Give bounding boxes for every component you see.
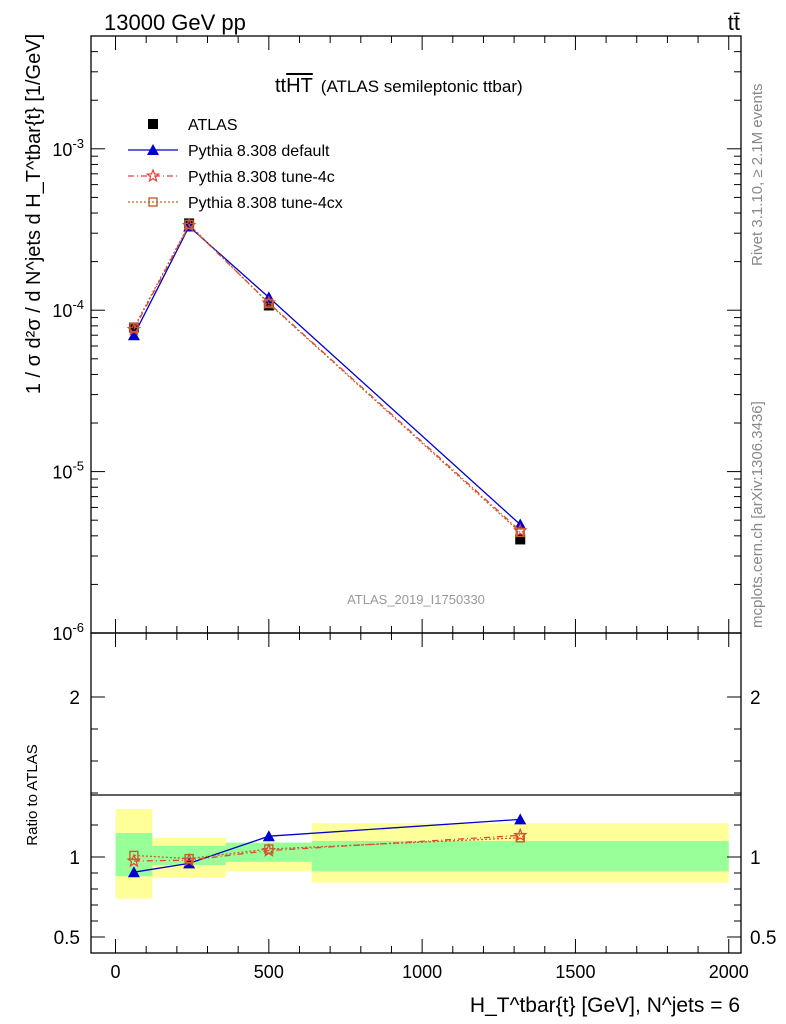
ratio-series-line-0 xyxy=(133,818,521,873)
main-ytick-label-2: 10-4 xyxy=(52,297,84,321)
main-y-axis-label: 1 / σ d²σ / d N^jets d H_T^tbar{t} [1/Ge… xyxy=(23,34,45,394)
ratio-xtick-label-0: 0 xyxy=(111,962,121,982)
main-title-suffix: (ATLAS semileptonic ttbar) xyxy=(321,77,523,96)
ratio-y-axis-label: Ratio to ATLAS xyxy=(24,744,41,845)
rivet-version-label: Rivet 3.1.10, ≥ 2.1M events xyxy=(749,84,766,267)
analysis-watermark: ATLAS_2019_I1750330 xyxy=(347,592,485,607)
ratio-ytick-label-right-0: 0.5 xyxy=(750,928,776,949)
main-point-3-3 xyxy=(515,527,525,538)
ratio-series-2 xyxy=(129,833,525,864)
main-series-line-1 xyxy=(133,225,521,525)
ratio-point-2-3 xyxy=(515,833,525,843)
ratio-ytick-label-right-2: 2 xyxy=(750,688,761,709)
ratio-point-2-2 xyxy=(264,844,274,854)
ratio-ytick-label-left-2: 2 xyxy=(69,688,80,709)
ratio-series-0 xyxy=(127,813,527,878)
mcplots-label: mcplots.cern.ch [arXiv:1306.3436] xyxy=(749,401,766,628)
legend-marker-3 xyxy=(148,197,158,207)
main-panel: ttHT (ATLAS semileptonic ttbar) ATLAS_201… xyxy=(23,34,742,644)
ratio-point-0-2 xyxy=(262,830,275,842)
main-point-3-1 xyxy=(184,219,194,230)
main-series-line-2 xyxy=(133,224,521,532)
ratio-frame xyxy=(90,632,742,954)
ratio-xtick-label-3: 1500 xyxy=(555,962,595,982)
process-label: tt̄ xyxy=(728,10,740,35)
main-point-0-0 xyxy=(128,322,139,333)
main-point-3-0 xyxy=(129,322,139,333)
main-series-line-3 xyxy=(133,223,521,533)
legend-label-3: Pythia 8.308 tune-4cx xyxy=(188,195,343,212)
legend-marker-2 xyxy=(145,168,161,183)
x-axis-label: H_T^tbar{t} [GeV], N^jets = 6 xyxy=(470,994,740,1017)
main-point-0-3 xyxy=(515,534,526,545)
ratio-panel: Ratio to ATLAS H_T^tbar{t} [GeV], N^jets… xyxy=(24,632,776,1017)
main-series-0 xyxy=(128,218,526,545)
main-ytick-label-0: 10-6 xyxy=(52,620,84,644)
main-point-1-0 xyxy=(127,329,140,341)
legend-label-1: Pythia 8.308 default xyxy=(188,143,330,160)
ratio-point-0-0 xyxy=(127,866,140,878)
legend-marker-0 xyxy=(148,119,158,129)
ratio-ytick-label-left-0: 0.5 xyxy=(54,928,80,949)
main-series-3 xyxy=(129,219,525,538)
main-title-overline: HT xyxy=(286,75,313,97)
ratio-point-0-3 xyxy=(514,813,527,825)
ratio-xtick-label-4: 2000 xyxy=(709,962,749,982)
ratio-xtick-label-1: 500 xyxy=(254,962,284,982)
legend-label-2: Pythia 8.308 tune-4c xyxy=(188,169,335,186)
main-ytick-label-1: 10-5 xyxy=(52,459,84,483)
ratio-xtick-label-2: 1000 xyxy=(402,962,442,982)
legend-marker-1 xyxy=(147,144,159,155)
ratio-series-line-2 xyxy=(133,837,521,860)
energy-label: 13000 GeV pp xyxy=(104,10,246,35)
ratio-ytick-label-left-1: 1 xyxy=(69,848,80,869)
main-point-3-2 xyxy=(264,298,274,309)
main-series-2 xyxy=(126,217,528,537)
ratio-band-green-3 xyxy=(311,841,729,872)
main-ytick-label-3: 10-3 xyxy=(52,136,84,160)
main-title-prefix: tt xyxy=(275,75,287,97)
legend-label-0: ATLAS xyxy=(188,117,238,134)
ratio-ytick-label-right-1: 1 xyxy=(750,848,761,869)
main-title: ttHT (ATLAS semileptonic ttbar) xyxy=(275,75,523,97)
ratio-point-2-1 xyxy=(184,853,194,864)
ratio-point-2-0 xyxy=(129,850,139,861)
